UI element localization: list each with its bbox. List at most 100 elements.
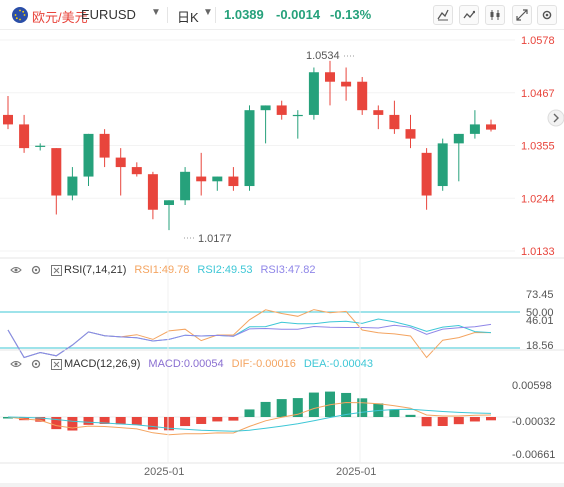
scroll-right-button[interactable] bbox=[547, 109, 564, 127]
toolbar-divider bbox=[215, 7, 216, 23]
candle-body bbox=[373, 110, 384, 115]
range-scrollbar[interactable] bbox=[0, 483, 564, 487]
candle-body bbox=[3, 114, 13, 125]
rsi3-line bbox=[7, 323, 492, 359]
macd-bar bbox=[147, 417, 158, 430]
pair-name[interactable]: 欧元/美元 bbox=[32, 10, 88, 25]
candle-body bbox=[196, 176, 207, 182]
rsi-axis-label: 18.56 bbox=[526, 340, 554, 352]
candle-body bbox=[99, 133, 110, 158]
macd-axis-label: 0.00598 bbox=[512, 380, 552, 392]
candle-body bbox=[486, 124, 496, 130]
macd-bar bbox=[99, 417, 110, 424]
eu-flag-icon bbox=[12, 7, 28, 23]
macd-legend: MACD(12,26,9) MACD:0.00054 DIF:-0.00016 … bbox=[10, 358, 381, 370]
candle-body bbox=[308, 72, 319, 115]
macd-bar bbox=[453, 417, 464, 425]
fullscreen-button[interactable] bbox=[512, 5, 532, 25]
macd-bar bbox=[389, 409, 400, 417]
chart-type-button[interactable] bbox=[485, 5, 505, 25]
candle-body bbox=[131, 167, 142, 175]
rsi1-value: RSI1:49.78 bbox=[134, 264, 190, 276]
close-indicator-icon[interactable] bbox=[50, 264, 62, 276]
low-price-annotation: 1.0177 bbox=[198, 233, 232, 245]
rsi-axis-label: 73.45 bbox=[526, 289, 554, 301]
settings-gear-icon[interactable] bbox=[30, 358, 42, 370]
macd-bar bbox=[196, 417, 207, 424]
candle-body bbox=[115, 157, 126, 168]
candle-body bbox=[180, 171, 191, 201]
settings-gear-icon[interactable] bbox=[30, 264, 42, 276]
macd-bar bbox=[357, 398, 368, 417]
price-change: -0.0014 bbox=[276, 7, 321, 22]
dea-line bbox=[7, 408, 492, 432]
macd-bar bbox=[83, 417, 94, 425]
timeframe-select[interactable]: 日K bbox=[177, 10, 199, 25]
macd-bar bbox=[131, 417, 142, 425]
candle-body bbox=[357, 81, 368, 111]
high-price-annotation: 1.0534 bbox=[306, 50, 340, 62]
candle-body bbox=[421, 152, 432, 196]
hide-eye-icon[interactable] bbox=[10, 264, 22, 276]
candle-body bbox=[341, 81, 352, 87]
candle-body bbox=[437, 143, 448, 187]
macd-bar bbox=[308, 392, 319, 417]
symbol-dropdown-icon[interactable]: ▼ bbox=[151, 7, 161, 18]
macd-axis-label: -0.00661 bbox=[512, 449, 555, 461]
price-chart[interactable]: 1.0534 1.0177 1.05781.04671.03551.02441.… bbox=[0, 30, 564, 487]
candle-body bbox=[147, 174, 158, 210]
settings-button[interactable] bbox=[537, 5, 557, 25]
time-axis-label-1: 2025-01 bbox=[144, 466, 184, 478]
macd-bar bbox=[292, 398, 303, 417]
macd-bar bbox=[67, 417, 78, 431]
macd-bar bbox=[276, 399, 287, 417]
price-grid bbox=[0, 39, 515, 252]
candle-body bbox=[405, 129, 416, 139]
candle-body bbox=[35, 145, 46, 147]
price-axis-label: 1.0244 bbox=[521, 193, 555, 205]
macd-bar bbox=[469, 417, 480, 422]
candle-body bbox=[325, 72, 335, 82]
candle-body bbox=[228, 176, 239, 187]
dif-line bbox=[7, 401, 492, 436]
chart-toolbar: 欧元/美元 EURUSD ▼ 日K ▼ 1.0389 -0.0014 -0.13… bbox=[0, 0, 564, 30]
macd-bar bbox=[421, 417, 432, 427]
macd-histogram bbox=[3, 391, 496, 431]
candle-body bbox=[244, 110, 255, 187]
rsi-legend: RSI(7,14,21) RSI1:49.78 RSI2:49.53 RSI3:… bbox=[10, 264, 324, 276]
draw-line-icon bbox=[437, 9, 449, 21]
price-axis-label: 1.0467 bbox=[521, 88, 555, 100]
macd-bar bbox=[164, 417, 174, 431]
candle-body bbox=[51, 148, 62, 196]
drawing-tool-button[interactable] bbox=[433, 5, 453, 25]
candle-body bbox=[469, 124, 480, 134]
candle-body bbox=[19, 124, 30, 149]
candle-body bbox=[164, 200, 174, 206]
expand-icon bbox=[516, 9, 528, 21]
candle-body bbox=[83, 133, 94, 177]
price-axis-label: 1.0133 bbox=[521, 246, 555, 258]
rsi-label: RSI(7,14,21) bbox=[64, 264, 127, 276]
macd-value: MACD:0.00054 bbox=[148, 358, 224, 370]
macd-bar bbox=[244, 409, 255, 417]
candle-body bbox=[67, 176, 78, 196]
rsi2-value: RSI2:49.53 bbox=[197, 264, 253, 276]
candle-body bbox=[389, 114, 400, 130]
price-change-percent: -0.13% bbox=[330, 7, 372, 22]
hide-eye-icon[interactable] bbox=[10, 358, 22, 370]
dif-value: DIF:-0.00016 bbox=[231, 358, 296, 370]
macd-axis-label: -0.00032 bbox=[512, 416, 555, 428]
rsi-axis-label: 46.01 bbox=[526, 315, 554, 327]
macd-pane: 0.00598 -0.00032 -0.00661 bbox=[0, 380, 555, 461]
close-indicator-icon[interactable] bbox=[50, 358, 62, 370]
toolbar-divider bbox=[167, 7, 168, 23]
gear-icon bbox=[542, 10, 552, 20]
chevron-right-icon bbox=[553, 113, 559, 123]
indicator-button[interactable] bbox=[459, 5, 479, 25]
macd-bar bbox=[35, 417, 46, 422]
macd-label: MACD(12,26,9) bbox=[64, 358, 141, 370]
symbol-code[interactable]: EURUSD bbox=[81, 7, 136, 22]
timeframe-dropdown-icon[interactable]: ▼ bbox=[203, 7, 213, 18]
